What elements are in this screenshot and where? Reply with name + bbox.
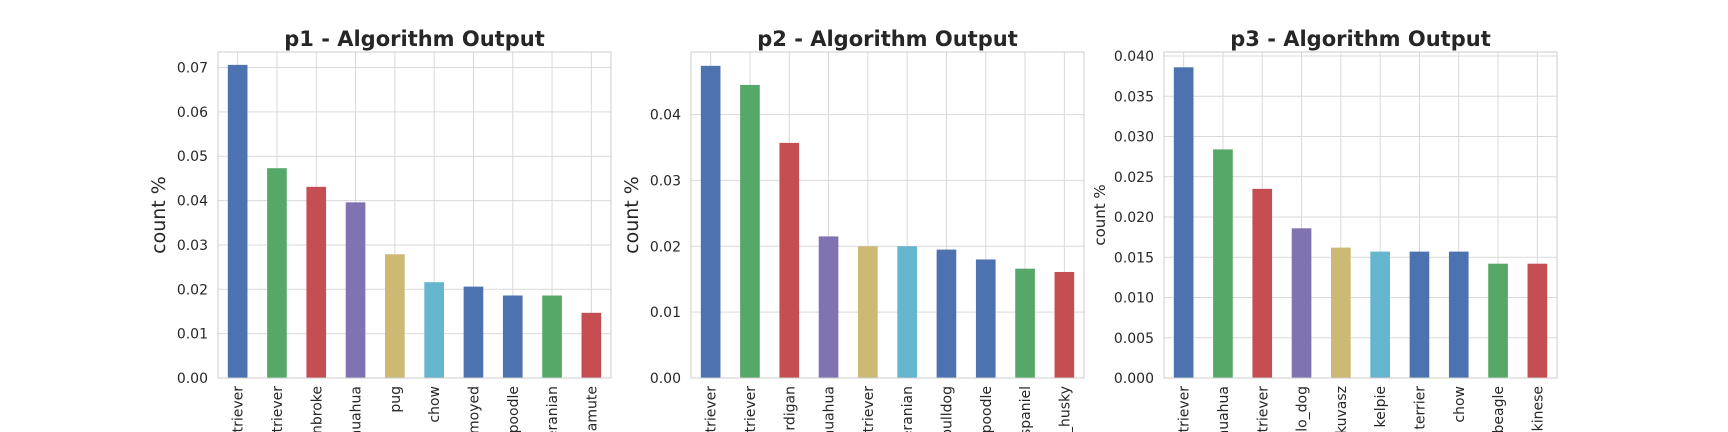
y-axis-label: count %: [148, 176, 170, 254]
x-tick-label: chow: [1452, 386, 1468, 423]
y-tick-label: 0.03: [177, 238, 208, 254]
y-tick-label: 0.00: [650, 371, 681, 387]
bar: [581, 312, 602, 378]
x-tick-label: poodle: [506, 386, 522, 432]
x-tick-label: beagle: [1491, 386, 1507, 432]
y-tick-label: 0.01: [650, 305, 681, 321]
x-tick-label: eranian: [545, 386, 561, 432]
y-tick-label: 0.05: [177, 149, 208, 165]
y-tick-label: 0.04: [177, 194, 208, 210]
bar: [818, 236, 839, 378]
bar: [502, 295, 523, 378]
bar: [700, 65, 721, 379]
chart-panel-2: 0.00 0.01 0.02 0.03 0.04 triever triever rdigan…: [621, 27, 1085, 432]
bar: [740, 84, 760, 378]
bar: [424, 282, 444, 378]
x-tick-label: terrier: [1412, 386, 1428, 430]
plot-frame: [1163, 51, 1558, 379]
bar: [1291, 228, 1312, 378]
y-axis-label: count %: [1091, 184, 1109, 245]
x-tick-label: triever: [231, 386, 247, 432]
y-tick-label: 0.005: [1114, 331, 1154, 347]
bar: [1173, 67, 1194, 379]
x-tick-label: triever: [1177, 386, 1193, 432]
bar: [463, 286, 484, 378]
bar: [897, 246, 917, 378]
bar: [385, 254, 405, 378]
bar: [1331, 247, 1351, 378]
bar: [1252, 188, 1273, 378]
x-tick-label: lamute: [584, 386, 600, 432]
y-tick-label: 0.06: [177, 105, 208, 121]
y-tick-label: 0.01: [177, 327, 208, 343]
x-tick-label: huahua: [349, 386, 365, 432]
bar: [1213, 149, 1233, 378]
x-tick-label: nbroke: [309, 386, 325, 432]
y-tick-label: 0.02: [177, 282, 208, 298]
y-tick-label: 0.03: [650, 173, 681, 189]
x-tick-label: moyed: [466, 386, 482, 432]
y-tick-label: 0.02: [650, 239, 681, 255]
x-tick-label: triever: [1255, 386, 1271, 432]
y-tick-label: 0.035: [1114, 89, 1154, 105]
y-tick-label: 0.07: [177, 61, 208, 77]
x-tick-label: rdigan: [782, 386, 798, 431]
y-tick-label: 0.040: [1114, 49, 1154, 65]
bar: [1054, 271, 1075, 378]
x-tick-label: triever: [704, 386, 720, 432]
x-tick-label: poodle: [979, 386, 995, 432]
x-tick-label: pug: [388, 386, 404, 413]
bar: [936, 249, 957, 378]
x-tick-label: _husky: [1057, 386, 1073, 432]
y-tick-label: 0.010: [1114, 291, 1154, 307]
x-tick-label: kelpie: [1373, 386, 1389, 428]
bar: [975, 259, 996, 378]
chart-title: p1 - Algorithm Output: [284, 27, 545, 51]
x-tick-label: lo_dog: [1295, 386, 1311, 432]
x-tick-label: triever: [861, 386, 877, 432]
y-tick-label: 0.00: [177, 371, 208, 387]
x-tick-label: triever: [270, 386, 286, 432]
bar: [542, 295, 562, 378]
x-tick-label: spaniel: [1018, 386, 1034, 432]
bar: [306, 186, 327, 378]
y-tick-label: 0.015: [1114, 250, 1154, 266]
y-tick-label: 0.030: [1114, 130, 1154, 146]
bar: [1370, 251, 1390, 378]
x-tick-label: bulldog: [939, 386, 955, 432]
bar: [779, 142, 800, 378]
chart-panel-3: 0.000 0.005 0.010 0.015 0.020 0.025 0.030 0.035…: [1091, 27, 1558, 432]
x-tick-label: huahua: [1216, 386, 1232, 432]
y-tick-label: 0.025: [1114, 170, 1154, 186]
y-tick-label: 0.020: [1114, 210, 1154, 226]
x-tick-label: kinese: [1530, 386, 1546, 431]
chart-panel-1: 0.00 0.01 0.02 0.03 0.04 0.05 0.06 0.07 triever t…: [148, 27, 612, 432]
x-tick-label: triever: [743, 386, 759, 432]
bar: [267, 168, 287, 378]
bar: [345, 202, 366, 378]
chart-title: p2 - Algorithm Output: [757, 27, 1018, 51]
y-tick-label: 0.000: [1114, 371, 1154, 387]
y-axis-label: count %: [621, 176, 643, 254]
plot-frame: [690, 51, 1085, 379]
bar: [1527, 263, 1548, 378]
bar: [1409, 251, 1430, 378]
bar: [858, 246, 878, 378]
plot-frame: [217, 51, 612, 379]
bar: [227, 64, 248, 379]
bar: [1488, 263, 1508, 378]
x-tick-label: huahua: [822, 386, 838, 432]
x-tick-label: chow: [427, 386, 443, 423]
y-tick-label: 0.04: [650, 108, 681, 124]
x-tick-label: eranian: [900, 386, 916, 432]
bar: [1015, 268, 1035, 378]
bar: [1448, 251, 1469, 378]
x-tick-label: kuvasz: [1334, 386, 1350, 432]
chart-title: p3 - Algorithm Output: [1230, 27, 1491, 51]
